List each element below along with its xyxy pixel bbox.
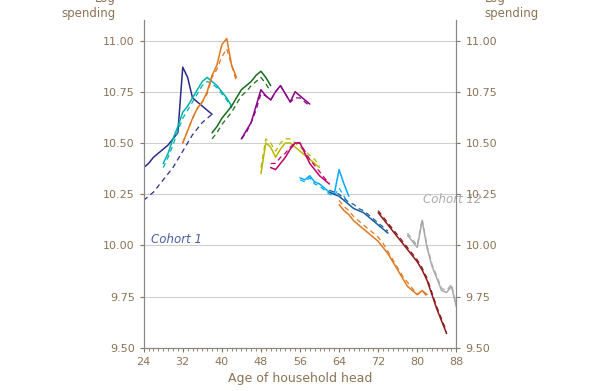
Text: Cohort 1: Cohort 1: [151, 233, 202, 246]
Y-axis label: Log
spending: Log spending: [484, 0, 539, 20]
Y-axis label: Log
spending: Log spending: [61, 0, 116, 20]
Text: Cohort 12: Cohort 12: [423, 194, 482, 206]
X-axis label: Age of household head: Age of household head: [228, 373, 372, 386]
